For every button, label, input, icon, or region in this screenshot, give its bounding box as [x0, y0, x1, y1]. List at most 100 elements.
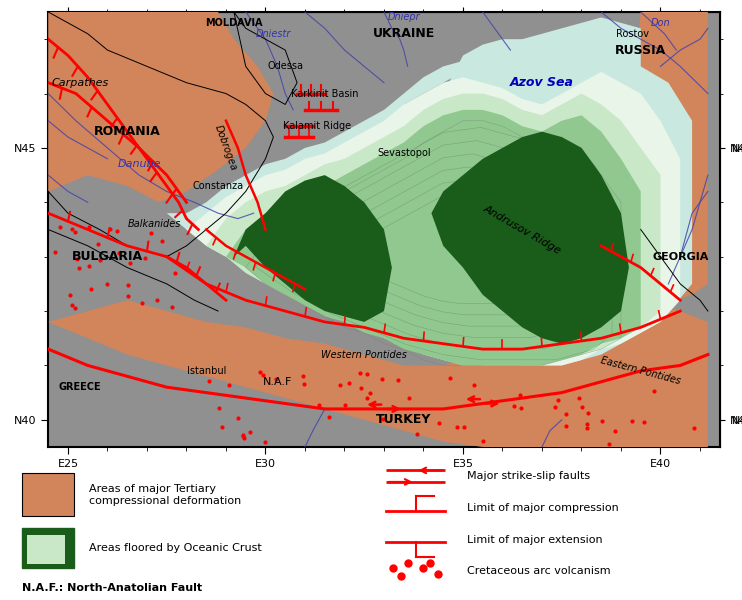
Point	[433, 419, 445, 428]
Text: Istanbul: Istanbul	[186, 366, 226, 376]
Point	[49, 247, 61, 256]
Point	[649, 386, 660, 395]
Text: Danube: Danube	[117, 159, 161, 169]
Polygon shape	[404, 72, 534, 175]
Polygon shape	[234, 175, 392, 322]
Point	[257, 370, 269, 380]
Point	[101, 279, 113, 289]
Point	[581, 419, 593, 428]
Text: Eastern Pontides: Eastern Pontides	[600, 355, 682, 386]
Point	[335, 380, 347, 390]
Point	[411, 429, 423, 439]
Point	[444, 373, 456, 382]
Bar	[27, 535, 65, 564]
Point	[70, 227, 82, 237]
Polygon shape	[443, 17, 641, 137]
Point	[260, 437, 272, 446]
Point	[339, 400, 351, 409]
Point	[270, 374, 282, 383]
Point	[156, 236, 168, 245]
Point	[377, 415, 389, 424]
Point	[83, 261, 95, 271]
Text: UKRAINE: UKRAINE	[372, 27, 435, 40]
Point	[574, 393, 585, 403]
Text: Carpathes: Carpathes	[51, 77, 108, 88]
Point	[459, 422, 470, 431]
Point	[603, 439, 615, 449]
Point	[124, 259, 136, 268]
Text: Dniepr: Dniepr	[387, 13, 420, 22]
Text: GEORGIA: GEORGIA	[652, 251, 709, 262]
Point	[104, 224, 116, 234]
Point	[393, 376, 404, 385]
Point	[66, 301, 78, 310]
Point	[136, 298, 148, 307]
Point	[376, 374, 388, 383]
Point	[361, 393, 372, 403]
Point	[597, 416, 608, 426]
Point	[213, 404, 225, 413]
Polygon shape	[206, 94, 660, 365]
Point	[297, 371, 309, 381]
Text: Cretaceous arc volcanism: Cretaceous arc volcanism	[467, 566, 611, 576]
Point	[582, 408, 594, 418]
Point	[364, 388, 375, 397]
Point	[237, 431, 249, 441]
Text: Azov Sea: Azov Sea	[510, 76, 574, 89]
Point	[151, 296, 163, 305]
Point	[468, 380, 480, 390]
Point	[626, 416, 638, 425]
Point	[451, 422, 463, 431]
Point	[122, 280, 134, 289]
Point	[344, 378, 355, 388]
Point	[237, 431, 249, 440]
Text: Constanza: Constanza	[192, 181, 243, 191]
Text: Dniestr: Dniestr	[256, 29, 291, 39]
Point	[232, 413, 243, 422]
Point	[576, 403, 588, 412]
Text: Major strike-slip faults: Major strike-slip faults	[467, 471, 591, 481]
Point	[549, 402, 561, 412]
Text: TURKEY: TURKEY	[376, 413, 431, 427]
Point	[71, 254, 83, 264]
Point	[553, 395, 565, 404]
Point	[361, 369, 372, 379]
Text: Areas of major Tertiary
compressional deformation: Areas of major Tertiary compressional de…	[89, 484, 241, 506]
Point	[69, 303, 81, 313]
Point	[169, 268, 181, 278]
Point	[560, 409, 572, 418]
Text: Limit of major extension: Limit of major extension	[467, 535, 603, 545]
Point	[324, 412, 335, 422]
Text: Western Pontides: Western Pontides	[321, 350, 407, 359]
Text: ROMANIA: ROMANIA	[93, 125, 160, 138]
Point	[93, 239, 105, 248]
Point	[477, 436, 489, 445]
Point	[73, 263, 85, 273]
Point	[254, 367, 266, 377]
Polygon shape	[226, 110, 641, 365]
Polygon shape	[48, 300, 708, 447]
Text: Limit of major compression: Limit of major compression	[467, 503, 620, 513]
Point	[609, 426, 621, 436]
Polygon shape	[48, 12, 273, 202]
Text: Rostov: Rostov	[617, 29, 649, 39]
Point	[354, 368, 366, 378]
Point	[238, 433, 250, 442]
Text: Areas floored by Oceanic Crust: Areas floored by Oceanic Crust	[89, 543, 262, 553]
Text: Dobrogea: Dobrogea	[213, 124, 239, 172]
Point	[139, 253, 151, 263]
Polygon shape	[431, 131, 629, 344]
Point	[508, 401, 520, 411]
Text: Andrusov Ridge: Andrusov Ridge	[482, 203, 563, 256]
Point	[83, 222, 95, 232]
Point	[298, 379, 310, 389]
Text: Don: Don	[651, 18, 670, 28]
Polygon shape	[621, 12, 708, 300]
Polygon shape	[167, 50, 692, 365]
Point	[688, 423, 700, 433]
Point	[403, 393, 415, 403]
Point	[216, 422, 228, 431]
Point	[638, 418, 650, 427]
Text: BULGARIA: BULGARIA	[72, 250, 143, 263]
Point	[113, 248, 125, 258]
